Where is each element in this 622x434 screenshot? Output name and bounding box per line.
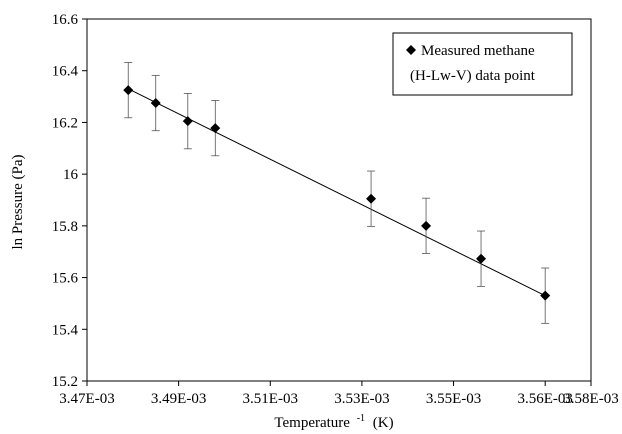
x-tick-label: 3.49E-03 [151, 391, 206, 407]
y-tick-label: 16.6 [52, 12, 79, 28]
x-axis-title-superscript: -1 [357, 413, 365, 424]
data-point [421, 220, 432, 231]
y-tick-label: 15.6 [52, 271, 79, 287]
data-point [540, 290, 551, 301]
x-axis: 3.47E-03 3.49E-03 3.51E-03 3.53E-03 3.55E-03… [59, 381, 619, 407]
legend-box [392, 32, 573, 96]
trendline-segment [128, 88, 546, 297]
plot-area [86, 18, 592, 382]
x-tick-label: 3.58E-03 [563, 391, 618, 407]
legend: Measured methane (H-Lw-V) data point [392, 32, 573, 96]
y-tick-label: 15.2 [52, 374, 78, 390]
data-point [123, 85, 134, 96]
y-axis: 15.2 15.4 15.6 15.8 16 16.2 16.4 16.6 [52, 12, 87, 390]
x-tick-label: 3.47E-03 [59, 391, 114, 407]
y-tick-label: 15.4 [52, 322, 79, 338]
x-tick-label: 3.51E-03 [243, 391, 298, 407]
x-tick-label: 3.56E-03 [517, 391, 572, 407]
y-tick-label: 16 [63, 167, 79, 183]
data-point [476, 253, 487, 264]
y-tick-label: 15.8 [52, 219, 78, 235]
y-tick-label: 16.4 [52, 64, 79, 80]
legend-marker-diamond-icon [406, 45, 416, 55]
x-tick-label: 3.55E-03 [426, 391, 481, 407]
data-point [150, 98, 161, 109]
x-axis-title-unit: (K) [373, 415, 394, 431]
data-series [123, 62, 551, 324]
data-point [366, 193, 377, 204]
legend-label-line-2: (H-Lw-V) data point [410, 68, 536, 84]
plot-border [86, 18, 592, 382]
y-tick-label: 16.2 [52, 115, 78, 131]
trendline [128, 88, 546, 297]
legend-label-line-1: Measured methane [421, 43, 535, 59]
data-point [210, 123, 221, 134]
y-axis-title: ln Pressure (Pa) [10, 155, 26, 250]
x-tick-label: 3.53E-03 [334, 391, 389, 407]
x-axis-title-main: Temperature [274, 415, 350, 431]
x-axis-title: Temperature -1 (K) [274, 409, 393, 431]
data-point [182, 116, 193, 127]
